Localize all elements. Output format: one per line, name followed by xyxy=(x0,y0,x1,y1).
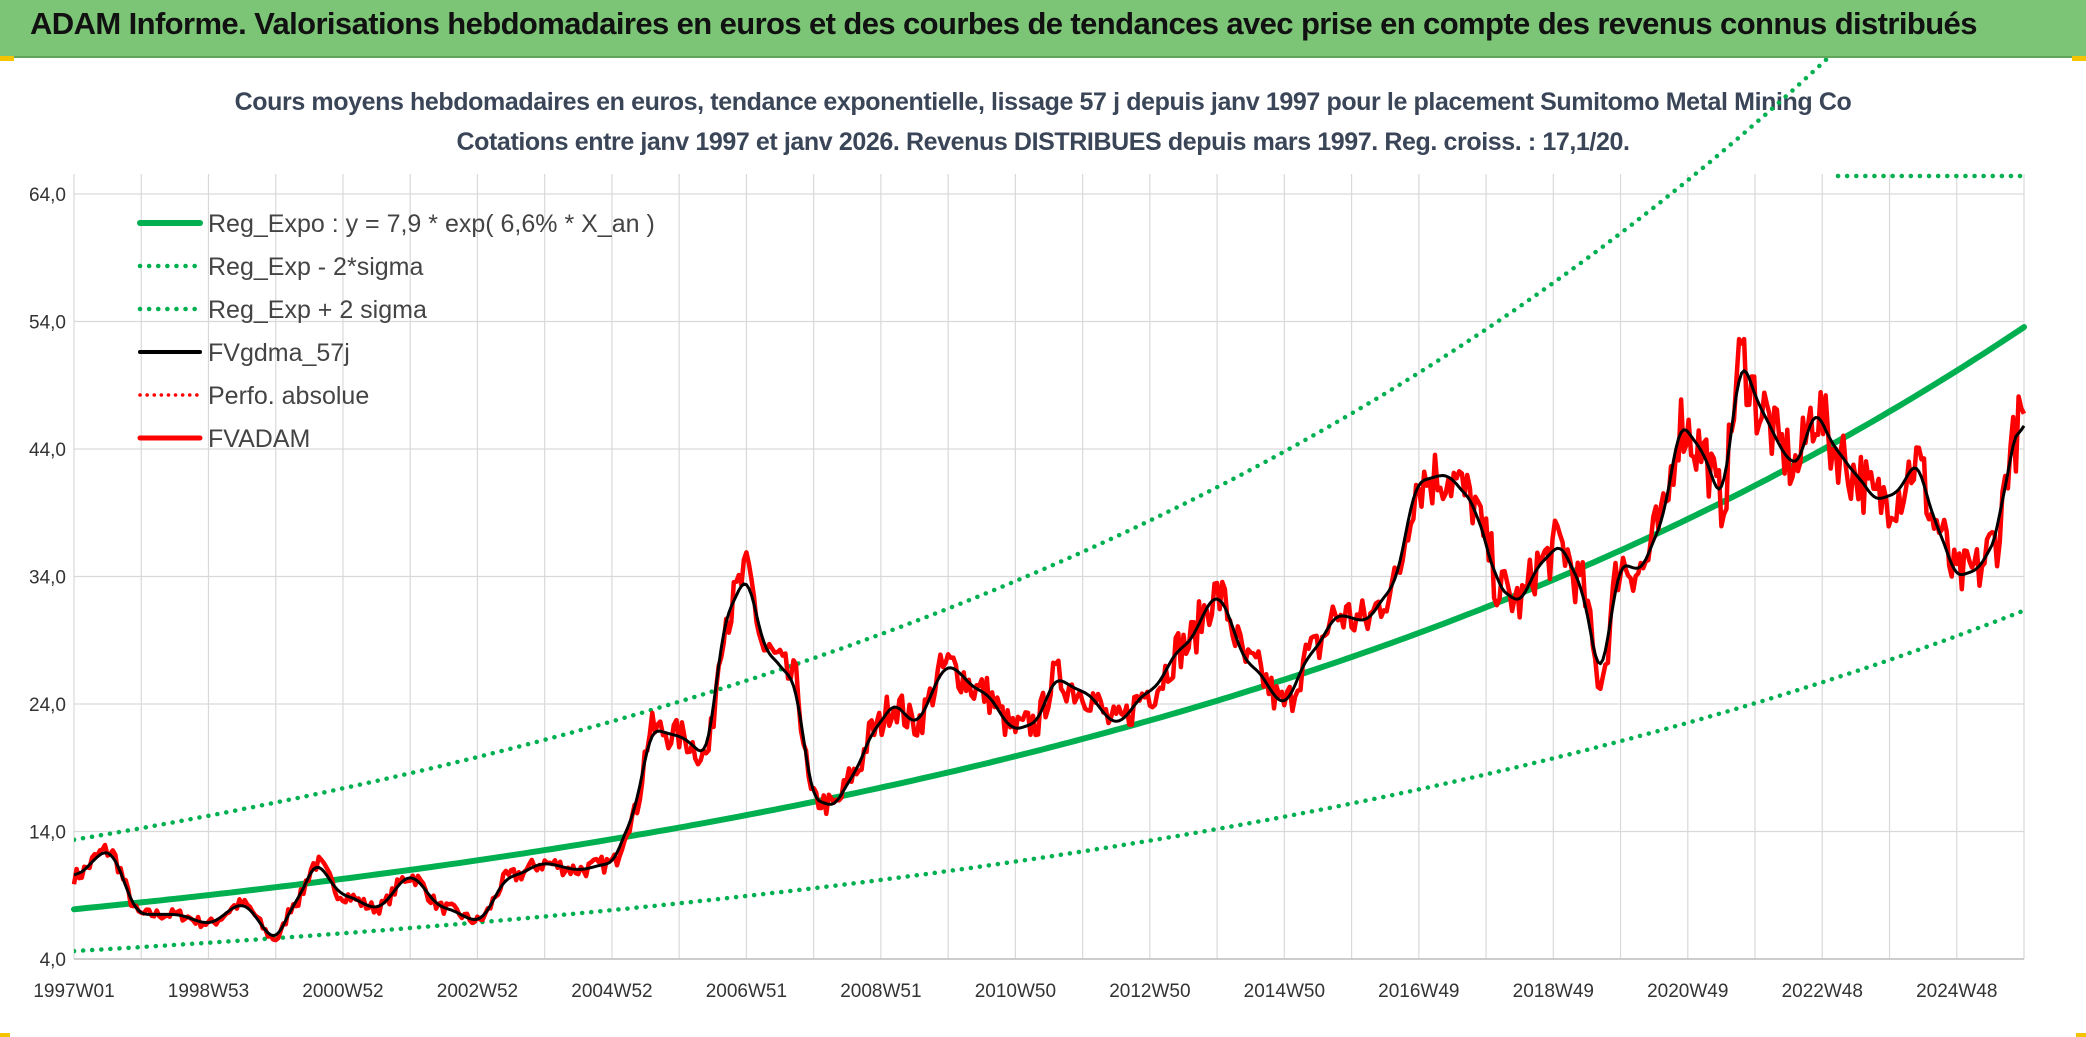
legend-label: FVgdma_57j xyxy=(208,339,350,367)
line-chart: 64,0 54,0 44,0 34,0 24,0 14,0 4,0 1997W01 1998W5… xyxy=(29,58,2027,1002)
series-line-reg-expo xyxy=(71,324,2027,913)
corner-accent-bottom-left xyxy=(0,1033,10,1037)
x-tick-label: 2018W49 xyxy=(1513,981,1594,1002)
y-tick-label: 34,0 xyxy=(29,568,66,589)
x-tick-label: 2022W48 xyxy=(1782,981,1863,1002)
x-tick-label: 2024W48 xyxy=(1916,981,1997,1002)
legend-label: Reg_Exp + 2 sigma xyxy=(208,296,427,324)
chart-title: Cours moyens hebdomadaires en euros, ten… xyxy=(234,88,1852,116)
y-tick-label: 44,0 xyxy=(29,440,66,461)
x-tick-label: 2012W50 xyxy=(1109,981,1190,1002)
legend-label: Reg_Expo : y = 7,9 * exp( 6,6% * X_an ) xyxy=(208,210,655,238)
y-tick-label: 54,0 xyxy=(29,313,66,334)
x-tick-label: 2000W52 xyxy=(302,981,383,1002)
series-line-lower-band xyxy=(74,608,2027,954)
report-title: ADAM Informe. Valorisations hebdomadaire… xyxy=(30,6,1977,41)
corner-accent-bottom-right xyxy=(2076,1033,2086,1037)
x-tick-label: 2020W49 xyxy=(1647,981,1728,1002)
x-tick-label: 1998W53 xyxy=(168,981,249,1002)
x-tick-label: 2002W52 xyxy=(437,981,518,1002)
y-tick-label: 24,0 xyxy=(29,695,66,716)
corner-accent-top-left xyxy=(0,56,14,61)
chart-area: Cours moyens hebdomadaires en euros, ten… xyxy=(0,58,2086,1037)
legend-label: FVADAM xyxy=(208,425,310,453)
y-tick-label: 4,0 xyxy=(40,950,66,971)
series-line-fvgdma xyxy=(73,369,2026,938)
x-tick-label: 2014W50 xyxy=(1244,981,1325,1002)
legend-label: Perfo. absolue xyxy=(208,382,369,410)
chart-subtitle: Cotations entre janv 1997 et janv 2026. … xyxy=(456,128,1630,156)
report-banner: ADAM Informe. Valorisations hebdomadaire… xyxy=(0,0,2086,58)
x-tick-label: 2006W51 xyxy=(706,981,787,1002)
y-tick-label: 14,0 xyxy=(29,823,66,844)
x-tick-label: 2008W51 xyxy=(840,981,921,1002)
x-tick-label: 2010W50 xyxy=(975,981,1056,1002)
y-tick-label: 64,0 xyxy=(29,185,66,206)
x-tick-label: 2004W52 xyxy=(571,981,652,1002)
x-tick-label: 2016W49 xyxy=(1378,981,1459,1002)
legend-label: Reg_Exp - 2*sigma xyxy=(208,253,423,281)
x-tick-label: 1997W01 xyxy=(33,981,114,1002)
corner-accent-top-right xyxy=(2072,56,2086,61)
